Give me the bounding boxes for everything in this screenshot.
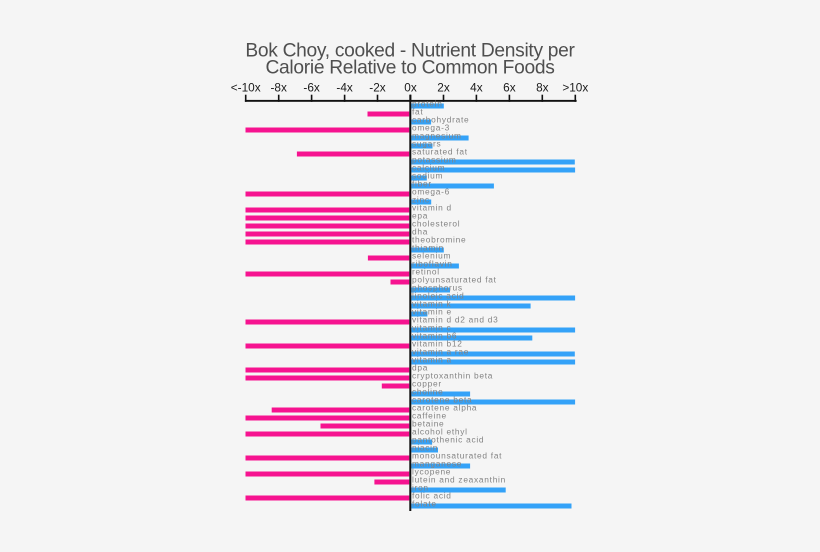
svg-text:retinol: retinol — [412, 267, 440, 277]
svg-text:-8x: -8x — [271, 81, 287, 95]
svg-text:carotene beta: carotene beta — [412, 395, 472, 405]
svg-text:carotene alpha: carotene alpha — [412, 403, 477, 413]
svg-text:vitamin a: vitamin a — [412, 355, 452, 365]
svg-text:betaine: betaine — [412, 419, 444, 429]
svg-text:lycopene: lycopene — [412, 467, 451, 477]
svg-text:calcium: calcium — [412, 163, 445, 173]
svg-text:manganese: manganese — [412, 459, 462, 469]
svg-text:-6x: -6x — [303, 81, 319, 95]
svg-text:vitamin b6: vitamin b6 — [412, 331, 457, 341]
svg-text:lutein and zeaxanthin: lutein and zeaxanthin — [412, 475, 506, 485]
svg-text:phosphorus: phosphorus — [412, 283, 463, 293]
svg-text:2x: 2x — [437, 81, 450, 95]
svg-text:sodium: sodium — [412, 171, 443, 181]
svg-text:thiamin: thiamin — [412, 243, 444, 253]
svg-text:<-10x: <-10x — [231, 81, 261, 95]
svg-text:folate: folate — [412, 499, 437, 509]
svg-text:theobromine: theobromine — [412, 235, 466, 245]
svg-text:4x: 4x — [470, 81, 483, 95]
svg-text:caffeine: caffeine — [412, 411, 447, 421]
svg-text:-4x: -4x — [336, 81, 352, 95]
svg-text:potassium: potassium — [412, 155, 457, 165]
svg-text:riboflavin: riboflavin — [412, 259, 453, 269]
svg-text:saturated fat: saturated fat — [412, 147, 468, 157]
svg-text:dpa: dpa — [412, 363, 428, 373]
svg-text:0x: 0x — [404, 81, 417, 95]
svg-text:monounsaturated fat: monounsaturated fat — [412, 451, 502, 461]
svg-text:carbohydrate: carbohydrate — [412, 115, 469, 125]
svg-text:cryptoxanthin beta: cryptoxanthin beta — [412, 371, 493, 381]
svg-text:sugars: sugars — [412, 139, 441, 149]
svg-text:vitamin d: vitamin d — [412, 203, 452, 213]
svg-text:copper: copper — [412, 379, 442, 389]
svg-text:omega-3: omega-3 — [412, 123, 450, 133]
svg-text:fat: fat — [412, 107, 423, 117]
svg-text:vitamin k: vitamin k — [412, 299, 452, 309]
svg-text:polyunsaturated fat: polyunsaturated fat — [412, 275, 497, 285]
svg-text:cholesterol: cholesterol — [412, 219, 460, 229]
svg-text:vitamin c: vitamin c — [412, 323, 451, 333]
svg-text:pantothenic acid: pantothenic acid — [412, 435, 484, 445]
svg-text:vitamin d d2 and d3: vitamin d d2 and d3 — [412, 315, 499, 325]
svg-text:magnesium: magnesium — [412, 131, 462, 141]
svg-text:epa: epa — [412, 211, 428, 221]
svg-text:vitamin b12: vitamin b12 — [412, 339, 463, 349]
svg-text:choline: choline — [412, 387, 443, 397]
svg-text:dha: dha — [412, 227, 428, 237]
svg-text:linoleic acid: linoleic acid — [412, 291, 465, 301]
svg-text:6x: 6x — [503, 81, 516, 95]
svg-text:protein: protein — [412, 99, 443, 109]
svg-text:iron: iron — [412, 483, 429, 493]
svg-text:selenium: selenium — [412, 251, 451, 261]
svg-text:omega-6: omega-6 — [412, 187, 450, 197]
svg-text:alcohol ethyl: alcohol ethyl — [412, 427, 468, 437]
svg-text:zinc: zinc — [412, 195, 430, 205]
svg-text:vitamin a rae: vitamin a rae — [412, 347, 469, 357]
svg-text:fiber: fiber — [412, 179, 432, 189]
svg-text:8x: 8x — [536, 81, 549, 95]
svg-text:vitamin e: vitamin e — [412, 307, 452, 317]
svg-text:Bok Choy, cooked - Nutrient De: Bok Choy, cooked - Nutrient Density per — [245, 40, 575, 61]
svg-text:niacin: niacin — [412, 443, 438, 453]
svg-text:folic acid: folic acid — [412, 491, 452, 501]
svg-text:>10x: >10x — [562, 81, 588, 95]
svg-text:Calorie Relative to Common Foo: Calorie Relative to Common Foods — [266, 58, 555, 79]
svg-text:-2x: -2x — [369, 81, 385, 95]
